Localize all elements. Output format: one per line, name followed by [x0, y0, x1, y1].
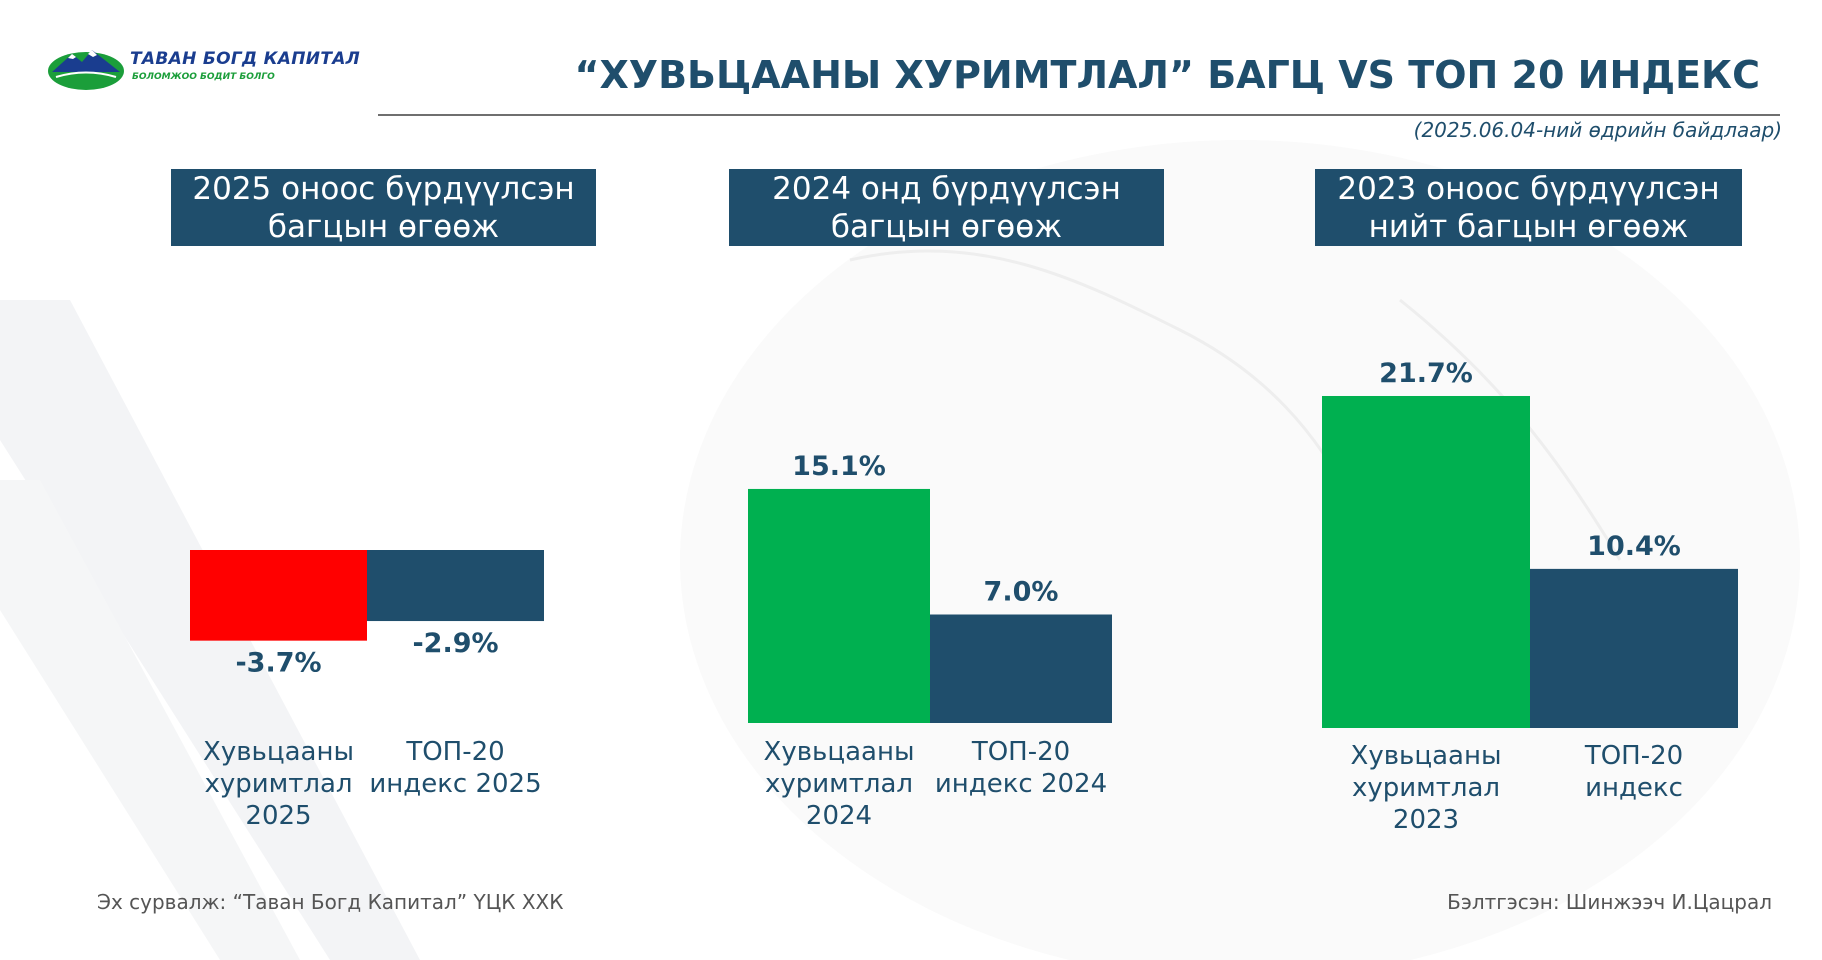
category-label: ТОП-20: [1584, 741, 1683, 771]
panel-header-line: багцын өгөөж: [267, 208, 500, 245]
category-label: индекс: [1585, 773, 1683, 803]
bar: [190, 550, 367, 641]
source-note: Эх сурвалж: “Таван Богд Капитал” ҮЦК ХХК: [97, 890, 564, 914]
panel-header-line: нийт багцын өгөөж: [1368, 208, 1689, 245]
panel-header-line: 2025 оноос бүрдүүлсэн: [192, 170, 575, 207]
as-of-date: (2025.06.04-ний өдрийн байдлаар): [1413, 118, 1782, 142]
category-label: 2024: [806, 801, 872, 831]
category-label: хуримтлал: [204, 769, 352, 799]
category-label: ТОП-20: [405, 737, 504, 767]
logo-tagline: БОЛОМЖОО БОДИТ БОЛГО: [132, 72, 275, 82]
bar-value-label: 10.4%: [1587, 531, 1681, 562]
bar-value-label: 7.0%: [984, 577, 1059, 608]
bar-value-label: -3.7%: [235, 648, 321, 679]
panel-header-2023: 2023 оноос бүрдүүлсэн нийт багцын өгөөж: [1315, 169, 1742, 246]
bar-value-label: 15.1%: [792, 451, 886, 482]
prepared-by-note: Бэлтгэсэн: Шинжээч И.Цацрал: [1447, 890, 1772, 914]
category-label: Хувьцааны: [764, 737, 915, 767]
panel-header-line: 2023 оноос бүрдүүлсэн: [1337, 170, 1720, 207]
bar: [748, 488, 930, 723]
panel-header-2025: 2025 оноос бүрдүүлсэн багцын өгөөж: [171, 169, 596, 246]
bar: [367, 550, 544, 622]
category-label: Хувьцааны: [203, 737, 354, 767]
page-title: “ХУВЬЦААНЫ ХУРИМТЛАЛ” БАГЦ VS ТОП 20 ИНД…: [574, 53, 1761, 97]
category-label: индекс 2025: [369, 769, 541, 799]
panel-header-line: багцын өгөөж: [830, 208, 1063, 245]
logo: ТАВАН БОГД КАПИТАЛ БОЛОМЖОО БОДИТ БОЛГО: [46, 46, 360, 92]
category-label: хуримтлал: [1352, 773, 1500, 803]
category-label: индекс 2024: [935, 769, 1107, 799]
panel-header-line: 2024 онд бүрдүүлсэн: [772, 170, 1121, 207]
bar-value-label: -2.9%: [412, 628, 498, 659]
category-label: 2025: [245, 801, 311, 831]
category-label: хуримтлал: [765, 769, 913, 799]
category-label: Хувьцааны: [1351, 741, 1502, 771]
bar: [1530, 568, 1738, 728]
title-divider: [378, 114, 1780, 116]
category-label: ТОП-20: [971, 737, 1070, 767]
category-label: 2023: [1393, 805, 1459, 835]
bar: [1322, 395, 1530, 728]
panel-header-2024: 2024 онд бүрдүүлсэн багцын өгөөж: [729, 169, 1164, 246]
mountain-logo-icon: [48, 50, 124, 90]
bar: [930, 614, 1112, 723]
bar-value-label: 21.7%: [1379, 358, 1473, 389]
logo-name: ТАВАН БОГД КАПИТАЛ: [130, 49, 361, 69]
